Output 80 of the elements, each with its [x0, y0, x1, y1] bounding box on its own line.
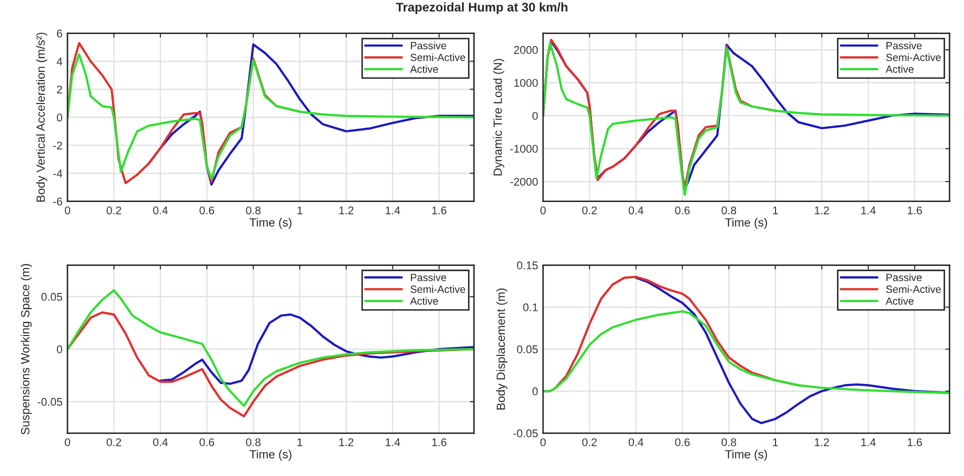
y-tick-label: 2000 — [514, 46, 538, 54]
legend-label: Passive — [886, 42, 922, 50]
y-tick-label: 0.1 — [523, 303, 538, 312]
y-tick-label: 0 — [56, 345, 62, 354]
legend-label: Active — [886, 65, 914, 73]
legend-label: Active — [886, 297, 914, 305]
x-tick-label: 0.8 — [246, 206, 261, 214]
x-tick-label: 0 — [540, 206, 546, 214]
legend-label: Passive — [410, 273, 446, 282]
x-tick-label: 1.2 — [339, 438, 354, 446]
x-tick-label: 0.4 — [628, 206, 644, 214]
x-tick-label: 0.6 — [675, 438, 690, 446]
x-tick-label: 1.6 — [432, 206, 446, 214]
y-tick-label: 0.05 — [517, 345, 538, 354]
legend-label: Active — [410, 65, 438, 73]
x-tick-label: 0 — [64, 206, 70, 214]
x-tick-label: 0.2 — [106, 206, 122, 214]
x-tick-label: 0.6 — [675, 206, 690, 214]
x-tick-label: 0.8 — [722, 206, 736, 214]
y-tick-label: -4 — [53, 170, 62, 178]
legend-label: Semi-Active — [886, 285, 941, 293]
x-tick-label: 0.4 — [153, 438, 168, 446]
y-axis-title: Body Displacement (m) — [496, 288, 508, 410]
x-tick-label: 1.6 — [908, 438, 922, 446]
x-tick-label: 0.2 — [106, 438, 122, 446]
x-axis-title: Time (s) — [725, 218, 767, 229]
y-axis-title: Suspensions Working Space (m) — [20, 264, 32, 434]
x-tick-label: 0.4 — [153, 206, 168, 214]
x-tick-label: 0 — [540, 438, 546, 446]
legend-label: Passive — [410, 42, 446, 50]
y-axis-title: Dynamic Tire Load (N) — [493, 59, 504, 176]
x-tick-label: 1.4 — [386, 206, 400, 214]
y-tick-label: 0 — [532, 112, 538, 120]
x-tick-label: 1.2 — [814, 206, 829, 214]
y-tick-label: 2 — [57, 86, 62, 94]
x-tick-label: 0.8 — [722, 438, 736, 446]
x-tick-label: 1 — [298, 206, 302, 214]
x-tick-label: 0.2 — [582, 438, 597, 446]
x-tick-label: 0.6 — [200, 206, 214, 214]
x-tick-label: 0.8 — [246, 438, 261, 446]
x-tick-label: 1.2 — [814, 438, 829, 446]
y-axis-title: Body Vertical Acceleration (m/s²) — [36, 32, 48, 202]
y-tick-label: -2000 — [510, 178, 538, 186]
y-tick-label: 0 — [56, 114, 62, 122]
line-series — [543, 310, 950, 394]
legend-label: Passive — [886, 273, 922, 282]
y-tick-label: 1000 — [514, 79, 538, 87]
x-tick-label: 1 — [298, 438, 302, 446]
x-axis-title: Time (s) — [725, 450, 767, 461]
y-tick-label: 4 — [56, 58, 62, 66]
x-tick-label: 1 — [773, 438, 778, 446]
y-tick-label: 0.05 — [41, 292, 62, 301]
x-tick-label: 0.2 — [582, 206, 597, 214]
line-series — [159, 313, 474, 385]
y-tick-label: -2 — [53, 142, 62, 150]
line-series — [67, 53, 474, 180]
x-tick-label: 0.6 — [200, 438, 214, 446]
chart-title: Trapezoidal Hump at 30 km/h — [396, 2, 568, 14]
x-axis-title: Time (s) — [250, 450, 292, 461]
x-tick-label: 0 — [64, 438, 70, 446]
x-tick-label: 1.4 — [861, 438, 876, 446]
x-tick-label: 1 — [773, 206, 778, 214]
y-tick-label: 0.15 — [517, 261, 538, 270]
x-tick-label: 0.4 — [628, 438, 644, 446]
legend-label: Active — [410, 297, 438, 305]
y-tick-label: -1000 — [510, 144, 538, 153]
legend-label: Semi-Active — [886, 53, 941, 62]
y-tick-label: 6 — [57, 30, 62, 38]
x-axis-title: Time (s) — [250, 218, 292, 229]
legend-label: Semi-Active — [410, 285, 466, 293]
y-tick-label: -0.05 — [38, 398, 62, 406]
x-tick-label: 1.4 — [386, 438, 400, 446]
legend-label: Semi-Active — [410, 53, 466, 62]
x-tick-label: 1.2 — [339, 206, 354, 214]
x-tick-label: 1.6 — [432, 438, 446, 446]
y-tick-label: -6 — [53, 198, 62, 206]
x-tick-label: 1.6 — [908, 206, 922, 214]
x-tick-label: 1.4 — [861, 206, 876, 214]
y-tick-label: -0.05 — [513, 429, 538, 438]
y-tick-label: 0 — [532, 387, 538, 396]
